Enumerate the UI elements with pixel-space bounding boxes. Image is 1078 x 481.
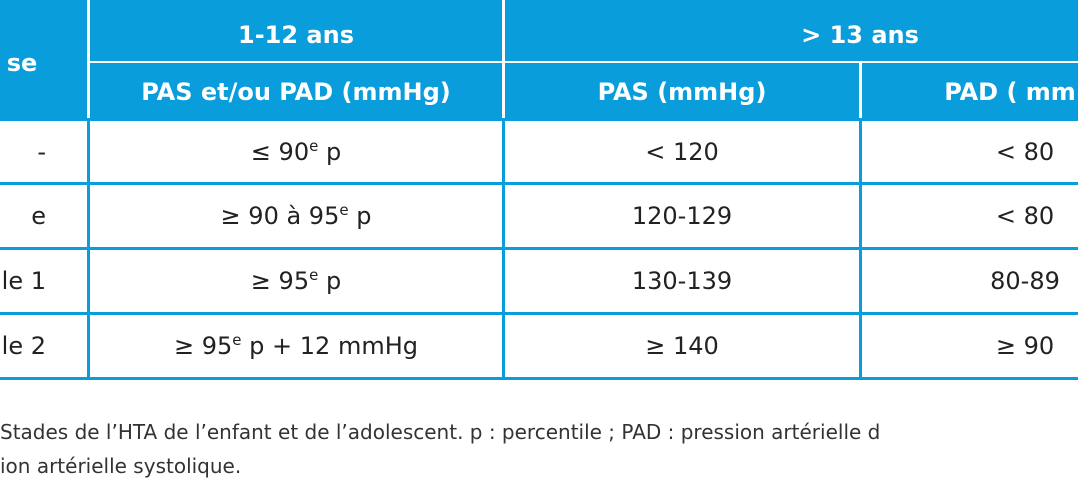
header-divider xyxy=(859,62,862,119)
cell-text: p + 12 mmHg xyxy=(241,332,418,360)
header-cell: > 13 ans xyxy=(801,21,919,49)
cell-text: p xyxy=(348,202,372,230)
superscript: e xyxy=(309,136,319,155)
cell-text: p xyxy=(318,137,342,166)
header-cell: PAS et/ou PAD (mmHg) xyxy=(141,78,451,106)
row-border xyxy=(0,118,1078,121)
table-cell: le 1 xyxy=(1,267,46,295)
table-cell: < 120 xyxy=(645,137,719,166)
table-cell: 80-89 xyxy=(990,267,1060,295)
superscript: e xyxy=(309,266,319,284)
header-divider xyxy=(87,0,90,119)
caption-line: ion artérielle systolique. xyxy=(0,454,242,478)
header-divider xyxy=(502,0,505,119)
header-cell: se xyxy=(6,49,38,77)
caption-line: Stades de l’HTA de l’enfant et de l’adol… xyxy=(0,420,881,444)
row-border xyxy=(0,312,1078,315)
superscript: e xyxy=(339,201,349,219)
table-cell: ≤ 90e p xyxy=(251,138,341,166)
header-cell: 1-12 ans xyxy=(238,21,354,49)
cell-text: ≥ 95 xyxy=(174,332,233,360)
cell-text: ≤ 90 xyxy=(250,137,310,166)
table-header xyxy=(0,0,1078,119)
table-cell: - xyxy=(37,137,46,166)
row-border xyxy=(0,182,1078,185)
table-cell: < 80 xyxy=(995,137,1055,166)
table-cell: 130-139 xyxy=(631,267,733,295)
header-divider xyxy=(88,61,1078,63)
row-border xyxy=(0,377,1078,380)
table-cell: le 2 xyxy=(1,332,46,360)
table-cell: e xyxy=(31,202,46,230)
table-cell: ≥ 95e p xyxy=(251,267,341,295)
table-cell: ≥ 90 à 95e p xyxy=(221,202,372,230)
cell-text: ≥ 95 xyxy=(250,267,310,295)
header-cell: PAS (mmHg) xyxy=(597,78,767,106)
table-cell: 120-129 xyxy=(631,202,733,230)
cell-text: ≥ 90 à 95 xyxy=(220,202,340,230)
cell-text: p xyxy=(318,267,342,295)
row-border xyxy=(0,247,1078,250)
table-cell: ≥ 95e p + 12 mmHg xyxy=(174,332,418,360)
table-cell: ≥ 140 xyxy=(645,332,719,360)
table-cell: < 80 xyxy=(995,202,1055,230)
superscript: e xyxy=(232,331,242,349)
header-cell: PAD ( mm xyxy=(944,78,1076,106)
table-cell: ≥ 90 xyxy=(995,332,1055,360)
